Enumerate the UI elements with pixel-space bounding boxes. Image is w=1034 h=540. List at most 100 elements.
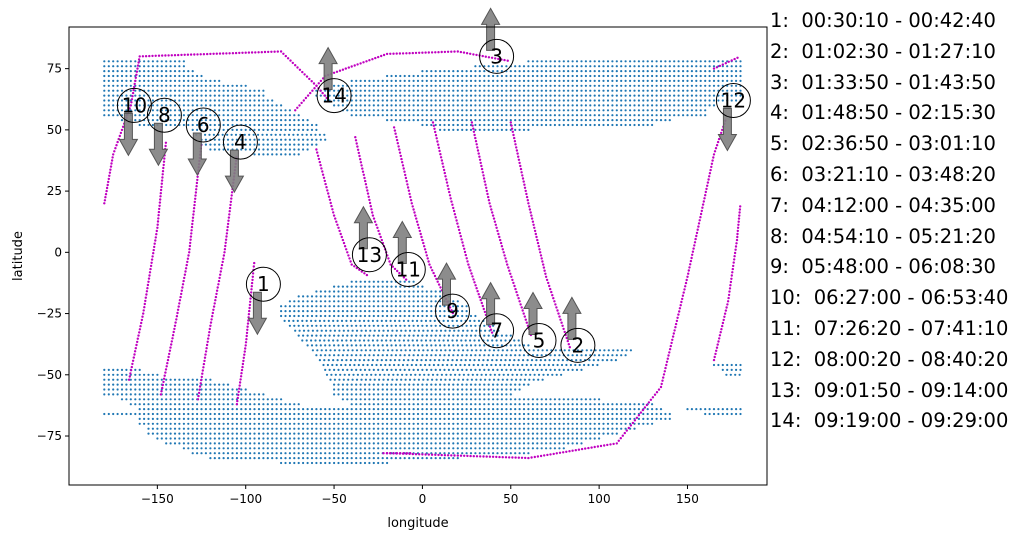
ground-point <box>527 452 530 455</box>
ground-point <box>476 373 479 376</box>
ground-point <box>642 104 645 107</box>
ground-point <box>393 319 397 322</box>
ground-point <box>456 442 459 445</box>
ground-point <box>509 403 512 406</box>
ground-point <box>580 79 583 82</box>
ground-point <box>200 123 203 127</box>
ground-point <box>633 70 636 73</box>
ground-point <box>567 123 570 127</box>
ground-point <box>483 104 486 107</box>
ground-point <box>187 432 190 435</box>
ground-point <box>200 403 203 406</box>
ground-point <box>474 128 477 131</box>
ground-point <box>301 319 304 322</box>
track-point <box>523 186 527 189</box>
ground-point <box>721 60 724 63</box>
ground-point <box>469 99 473 102</box>
ground-point <box>416 285 420 288</box>
track-point <box>400 157 403 161</box>
ground-point <box>350 447 353 450</box>
ground-point <box>355 300 358 303</box>
ground-point <box>253 452 256 455</box>
ground-point <box>359 285 362 288</box>
ground-point <box>293 427 296 430</box>
ground-point <box>143 403 146 406</box>
ground-point <box>536 65 539 68</box>
ground-point <box>147 417 150 420</box>
ground-point <box>655 65 658 68</box>
ground-point <box>257 427 261 430</box>
ground-point <box>280 314 283 318</box>
ground-point <box>589 99 592 102</box>
ground-point <box>275 114 278 117</box>
ground-point <box>483 442 486 445</box>
ground-point <box>412 422 415 425</box>
ground-point <box>682 104 685 107</box>
ground-point <box>386 285 389 288</box>
ground-point <box>240 393 243 396</box>
ground-point <box>328 457 331 460</box>
ground-point <box>244 119 247 122</box>
ground-point <box>351 349 354 352</box>
ground-point <box>204 452 207 455</box>
track-point <box>524 189 527 193</box>
ground-point <box>433 359 436 362</box>
track-point <box>472 127 475 130</box>
ground-point <box>642 79 645 82</box>
track-point <box>199 382 202 385</box>
ground-point <box>708 70 711 73</box>
track-point <box>170 340 173 343</box>
ground-point <box>191 84 194 87</box>
ground-point <box>708 84 711 87</box>
ground-point <box>505 94 508 97</box>
ground-point <box>355 295 358 298</box>
ground-point <box>487 334 490 337</box>
ground-point <box>527 437 530 440</box>
ground-point <box>412 305 415 308</box>
ground-point <box>483 403 486 406</box>
ground-point <box>333 84 336 87</box>
ground-point <box>562 60 565 63</box>
ground-point <box>416 300 420 303</box>
ground-point <box>651 84 654 87</box>
track-point <box>230 194 233 197</box>
ground-point <box>248 133 251 136</box>
ground-point <box>655 104 658 107</box>
ground-point <box>478 417 481 420</box>
ground-point <box>429 339 432 342</box>
track-point <box>128 375 131 378</box>
ground-point <box>384 363 387 367</box>
ground-point <box>302 422 305 425</box>
ground-point <box>120 383 124 386</box>
ground-point <box>390 314 393 318</box>
ground-point <box>249 427 252 430</box>
track-point <box>311 89 314 92</box>
ground-point <box>562 422 565 425</box>
ground-point <box>120 84 124 87</box>
ground-point <box>430 457 433 460</box>
ground-point <box>283 319 286 322</box>
ground-point <box>328 461 331 465</box>
ground-point <box>138 393 141 396</box>
ground-point <box>368 94 371 97</box>
ground-point <box>443 398 446 401</box>
ground-point <box>306 457 309 460</box>
ground-point <box>651 412 654 416</box>
ground-point <box>394 437 397 440</box>
ground-point <box>169 378 172 381</box>
ground-point <box>425 457 428 460</box>
ground-point <box>525 363 528 367</box>
ground-point <box>262 437 265 440</box>
ground-point <box>690 408 694 411</box>
ground-point <box>606 422 610 425</box>
ground-point <box>399 84 402 87</box>
ground-point <box>558 417 561 420</box>
ground-point <box>302 427 305 430</box>
ground-point <box>204 138 207 141</box>
ground-point <box>417 329 420 332</box>
ground-point <box>284 452 287 455</box>
track-point <box>246 322 250 325</box>
ground-point <box>545 403 548 406</box>
ground-point <box>341 300 344 303</box>
ground-point <box>288 123 291 127</box>
